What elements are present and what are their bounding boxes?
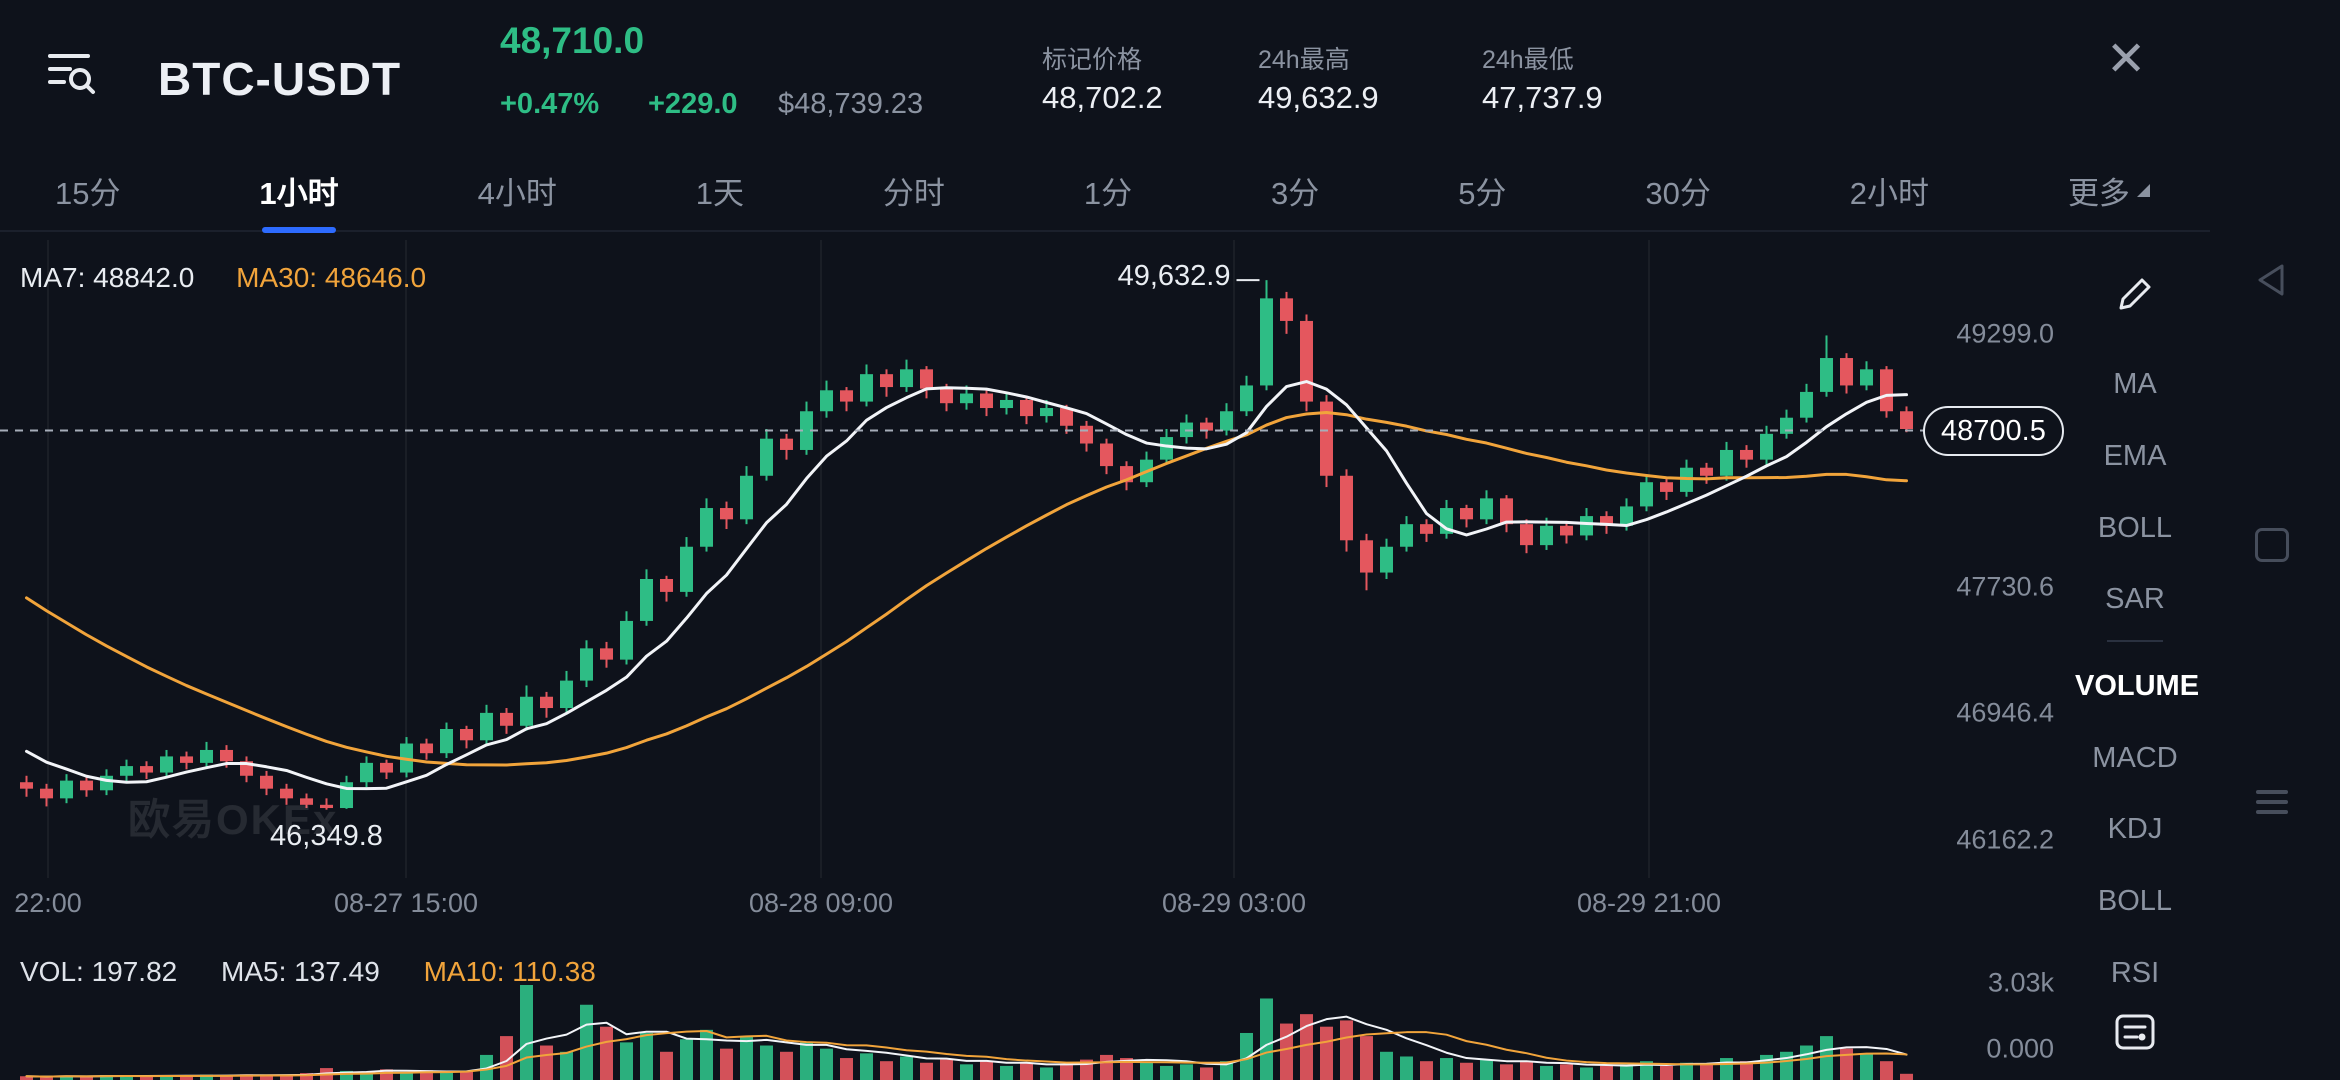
tab-1d[interactable]: 1天 — [695, 175, 744, 211]
ma7-legend: MA7: 48842.0 — [20, 262, 195, 293]
sidebar-item-macd[interactable]: MACD — [2092, 742, 2178, 774]
sidebar-item-boll2[interactable]: BOLL — [2097, 885, 2173, 917]
time-axis-tick: 08-27 15:00 — [333, 888, 479, 918]
tab-30m[interactable]: 30分 — [1645, 175, 1711, 211]
high-annotation: 49,632.9 — [1117, 260, 1231, 293]
vol-ma5: MA5: 137.49 — [221, 956, 380, 987]
sidebar-divider — [2107, 640, 2163, 642]
volume-axis-zero: 0.000 — [1986, 1033, 2054, 1064]
day-low-value: 47,737.9 — [1482, 80, 1603, 115]
price-axis-tick: 46946.4 — [1956, 697, 2054, 728]
timeframe-tabs: 15分 1小时 4小时 1天 分时 1分 3分 5分 30分 2小时 更多 — [0, 150, 2210, 232]
tab-5m[interactable]: 5分 — [1458, 175, 1507, 211]
sidebar-item-sar[interactable]: SAR — [2105, 583, 2165, 615]
change-absolute: +229.0 — [648, 88, 738, 120]
time-axis-tick: 08-28 09:00 — [748, 888, 894, 918]
time-axis-tick: 22:00 — [14, 888, 82, 918]
sidebar-item-rsi[interactable]: RSI — [2110, 957, 2160, 989]
vol-value: VOL: 197.82 — [20, 956, 178, 987]
tab-1h[interactable]: 1小时 — [259, 149, 338, 231]
corner-triangle-icon — [2136, 183, 2150, 197]
sidebar-item-boll[interactable]: BOLL — [2097, 512, 2173, 544]
collapse-arrow-icon[interactable] — [2250, 258, 2294, 302]
fiat-price: $48,739.23 — [778, 88, 924, 120]
tab-more-label: 更多 — [2067, 175, 2130, 211]
search-list-icon[interactable] — [42, 42, 98, 98]
sidebar-item-ema[interactable]: EMA — [2103, 440, 2167, 472]
mark-price-value: 48,702.2 — [1042, 80, 1163, 115]
vol-ma10: MA10: 110.38 — [423, 956, 596, 987]
price-axis-tick: 47730.6 — [1956, 571, 2054, 602]
price-axis-tick: 49299.0 — [1956, 318, 2054, 349]
tab-4h[interactable]: 4小时 — [477, 175, 557, 211]
indicator-settings-icon[interactable] — [2113, 1010, 2157, 1054]
day-high-value: 49,632.9 — [1258, 80, 1379, 115]
tab-time-share[interactable]: 分时 — [882, 175, 945, 211]
tab-2h[interactable]: 2小时 — [1849, 175, 1930, 211]
shape-tool-icon[interactable] — [2250, 522, 2294, 566]
day-high-label: 24h最高 — [1258, 46, 1350, 74]
sidebar-item-kdj[interactable]: KDJ — [2107, 813, 2163, 845]
watermark: 欧易OKEx — [128, 796, 339, 843]
sidebar-item-ma[interactable]: MA — [2113, 368, 2157, 400]
ma30-legend: MA30: 48646.0 — [236, 262, 427, 293]
last-price: 48,710.0 — [500, 20, 645, 61]
tab-more[interactable]: 更多 — [2068, 149, 2150, 231]
low-annotation: 46,349.8 — [270, 819, 383, 852]
last-price-tag: 48700.5 — [1923, 405, 2064, 456]
tab-15m[interactable]: 15分 — [55, 175, 121, 211]
change-percent: +0.47% — [500, 88, 600, 120]
time-axis-tick: 08-29 03:00 — [1161, 888, 1307, 918]
day-low-label: 24h最低 — [1482, 46, 1574, 74]
tab-1m[interactable]: 1分 — [1083, 175, 1133, 211]
pair-title: BTC-USDT — [158, 53, 402, 105]
menu-lines-icon[interactable] — [2250, 778, 2294, 828]
draw-pencil-icon[interactable] — [2113, 272, 2157, 316]
volume-axis-max: 3.03k — [1987, 967, 2054, 998]
sidebar-item-volume[interactable]: VOLUME — [2075, 670, 2200, 702]
close-icon[interactable]: ✕ — [2106, 33, 2147, 86]
time-axis-tick: 08-29 21:00 — [1576, 888, 1722, 918]
volume-legend: VOL: 197.82 MA5: 137.49 MA10: 110.38 — [20, 956, 596, 988]
tab-3m[interactable]: 3分 — [1271, 175, 1320, 211]
mark-price-label: 标记价格 — [1042, 46, 1143, 74]
price-axis-tick: 46162.2 — [1956, 824, 2054, 855]
ma-legend: MA7: 48842.0 MA30: 48646.0 — [20, 262, 426, 294]
